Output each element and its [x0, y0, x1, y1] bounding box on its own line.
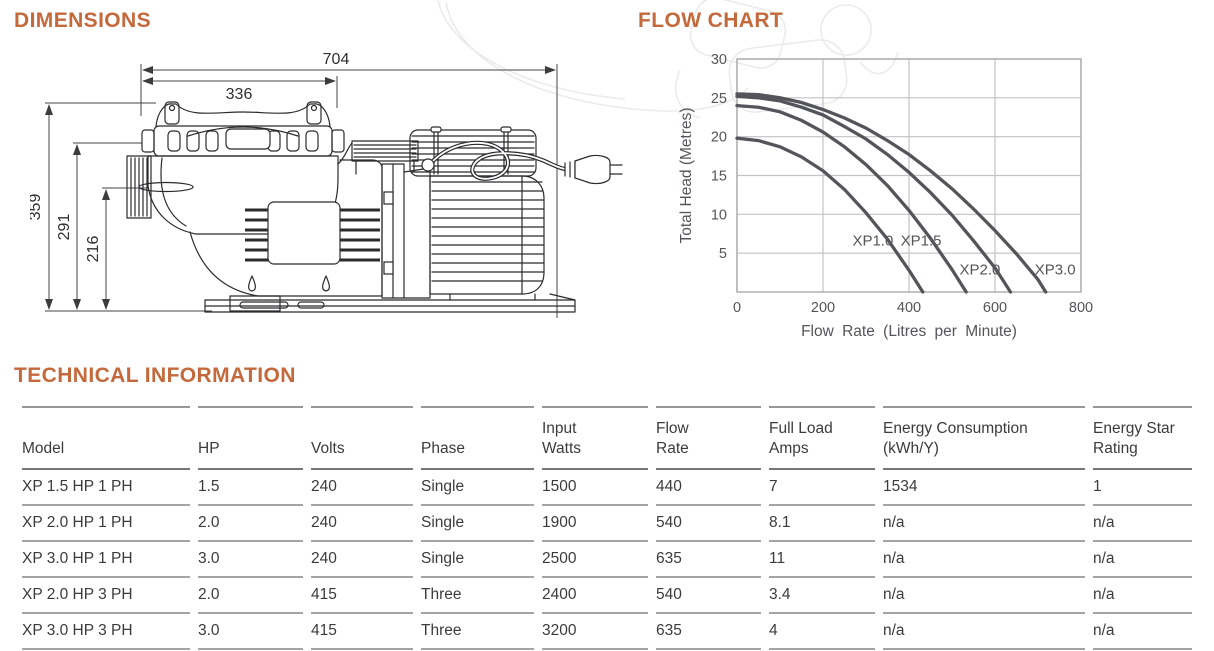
technical-information-heading: TECHNICAL INFORMATION — [14, 364, 296, 387]
table-cell: n/a — [883, 614, 1085, 650]
table-cell: 1534 — [883, 470, 1085, 506]
table-header-cell: Energy Consumption (kWh/Y) — [883, 406, 1085, 470]
table-cell: 3200 — [542, 614, 648, 650]
table-cell: 540 — [656, 506, 761, 542]
x-tick-label: 200 — [811, 300, 835, 316]
y-tick-label: 20 — [711, 130, 727, 146]
table-cell: 11 — [769, 542, 875, 578]
pump-curve-XP1.5 — [735, 103, 968, 294]
table-cell: 635 — [656, 614, 761, 650]
table-cell: Three — [421, 614, 534, 650]
table-cell: 4 — [769, 614, 875, 650]
y-tick-label: 5 — [719, 246, 727, 262]
table-cell: 2500 — [542, 542, 648, 578]
table-cell: 440 — [656, 470, 761, 506]
table-row: XP 3.0 HP 3 PH 3.0 415 Three 3200 635 4 n/a n/a — [22, 614, 1192, 650]
table-row: XP 1.5 HP 1 PH 1.5 240 Single 1500 440 7 1534 1 — [22, 470, 1192, 506]
table-row: XP 2.0 HP 3 PH 2.0 415 Three 2400 540 3.4 n/a n/… — [22, 578, 1192, 614]
y-tick-label: 30 — [711, 52, 727, 68]
table-header-cell: Energy Star Rating — [1093, 406, 1192, 470]
table-header-cell: Flow Rate — [656, 406, 761, 470]
flow-chart: 5 10 15 20 25 30 0 200 400 600 800 Flow Rate (Litre… — [678, 52, 1093, 340]
table-cell: n/a — [883, 542, 1085, 578]
y-tick-label: 15 — [711, 169, 727, 185]
table-cell: 540 — [656, 578, 761, 614]
table-cell: 3.0 — [198, 614, 303, 650]
table-cell: 8.1 — [769, 506, 875, 542]
table-cell: 635 — [656, 542, 761, 578]
dimension-label-291: 291 — [56, 214, 73, 241]
technical-information-section: TECHNICAL INFORMATION Model HP Volts Phase I… — [14, 364, 1204, 650]
table-cell: 240 — [311, 542, 413, 578]
dimension-lines — [45, 64, 558, 318]
curve-label-XP1.0: XP1.0 — [852, 233, 893, 250]
table-cell: XP 3.0 HP 3 PH — [22, 614, 190, 650]
pump-curve-XP2.0 — [735, 94, 1013, 294]
x-tick-label: 600 — [983, 300, 1007, 316]
table-cell: n/a — [1093, 614, 1192, 650]
table-cell: 2.0 — [198, 578, 303, 614]
pump-outline — [126, 101, 623, 313]
table-cell: 1900 — [542, 506, 648, 542]
table-row: XP 2.0 HP 1 PH 2.0 240 Single 1900 540 8.1 n/a n… — [22, 506, 1192, 542]
curve-label-XP3.0: XP3.0 — [1035, 261, 1076, 278]
table-header-cell: Full Load Amps — [769, 406, 875, 470]
table-cell: 1.5 — [198, 470, 303, 506]
curve-label-XP2.0: XP2.0 — [960, 261, 1001, 278]
table-cell: Single — [421, 470, 534, 506]
table-cell: n/a — [883, 506, 1085, 542]
pump-curve-XP3.0 — [735, 92, 1048, 294]
y-tick-label: 10 — [711, 207, 727, 223]
flow-chart-heading: FLOW CHART — [638, 9, 784, 32]
table-cell: Single — [421, 506, 534, 542]
table-cell: 415 — [311, 578, 413, 614]
table-cell: 7 — [769, 470, 875, 506]
pump-curve-XP1.0 — [735, 136, 925, 294]
dimensions-heading: DIMENSIONS — [14, 9, 152, 32]
table-cell: 240 — [311, 506, 413, 542]
dimension-label-336: 336 — [226, 86, 253, 103]
table-cell: Three — [421, 578, 534, 614]
table-header-cell: Model — [22, 406, 190, 470]
table-cell: n/a — [1093, 578, 1192, 614]
pump-technical-drawing: 704 336 359 291 216 — [30, 51, 623, 318]
table-cell: 3.0 — [198, 542, 303, 578]
table-cell: XP 1.5 HP 1 PH — [22, 470, 190, 506]
table-header-cell: Input Watts — [542, 406, 648, 470]
table-cell: 1500 — [542, 470, 648, 506]
table-cell: Single — [421, 542, 534, 578]
table-header-cell: Phase — [421, 406, 534, 470]
y-tick-label: 25 — [711, 91, 727, 107]
table-cell: XP 2.0 HP 1 PH — [22, 506, 190, 542]
x-tick-label: 400 — [897, 300, 921, 316]
curve-label-XP1.5: XP1.5 — [901, 233, 942, 250]
table-cell: XP 2.0 HP 3 PH — [22, 578, 190, 614]
dimension-label-359: 359 — [30, 194, 44, 221]
table-cell: XP 3.0 HP 1 PH — [22, 542, 190, 578]
table-cell: 3.4 — [769, 578, 875, 614]
dimension-label-216: 216 — [85, 236, 102, 263]
x-tick-label: 800 — [1069, 300, 1093, 316]
dimension-label-704: 704 — [323, 51, 350, 68]
x-axis-title: Flow Rate (Litres per Minute) — [801, 323, 1017, 340]
table-cell: 1 — [1093, 470, 1192, 506]
spec-table: Model HP Volts Phase Input Watts Flow Rate Ful… — [14, 406, 1200, 650]
x-tick-label: 0 — [733, 300, 741, 316]
plot-border — [736, 58, 1082, 293]
table-cell: n/a — [883, 578, 1085, 614]
table-cell: 415 — [311, 614, 413, 650]
table-header-cell: HP — [198, 406, 303, 470]
table-cell: 2400 — [542, 578, 648, 614]
table-row: XP 3.0 HP 1 PH 3.0 240 Single 2500 635 11 n/a n/… — [22, 542, 1192, 578]
table-header-cell: Volts — [311, 406, 413, 470]
table-header-row: Model HP Volts Phase Input Watts Flow Rate Ful… — [22, 406, 1192, 470]
table-cell: n/a — [1093, 542, 1192, 578]
y-axis-title: Total Head (Metres) — [678, 107, 695, 243]
table-cell: 240 — [311, 470, 413, 506]
table-cell: 2.0 — [198, 506, 303, 542]
table-cell: n/a — [1093, 506, 1192, 542]
